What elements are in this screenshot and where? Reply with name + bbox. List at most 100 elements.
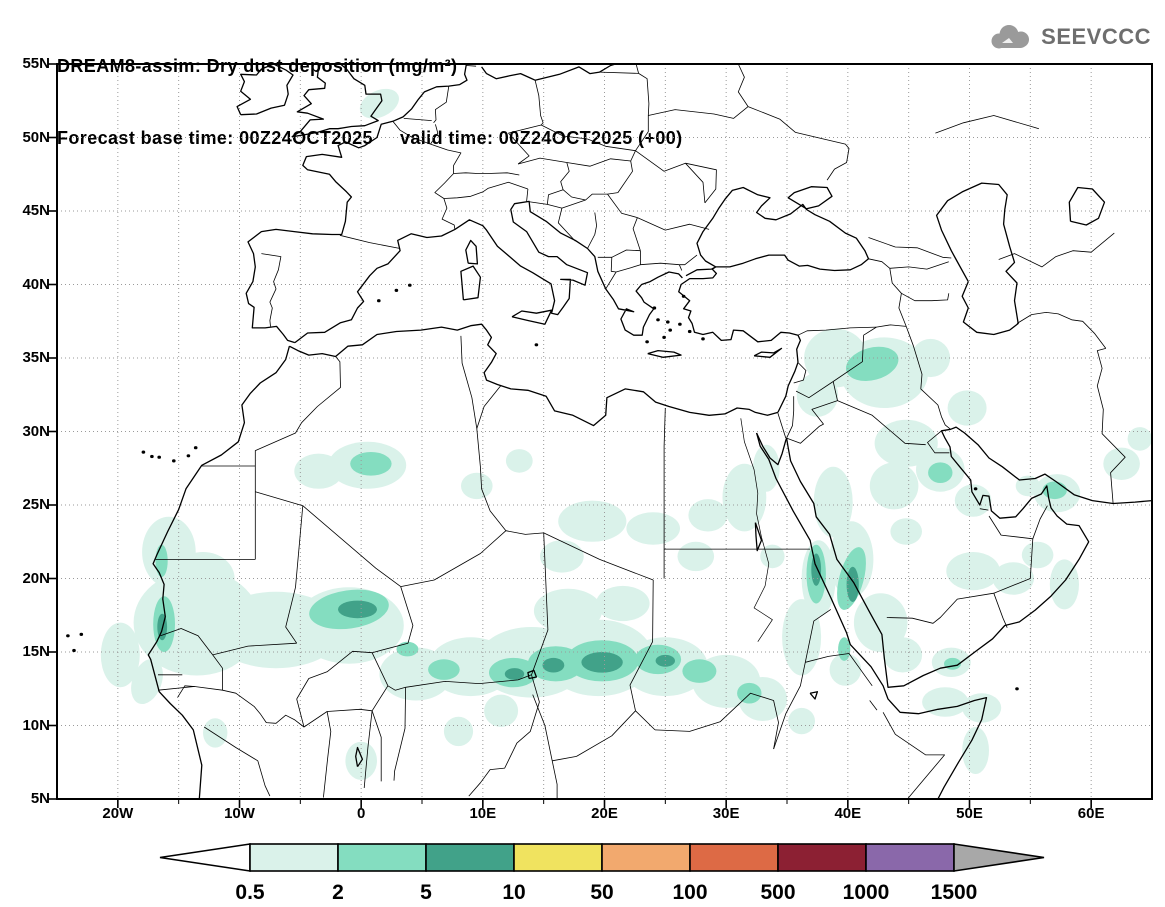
lon-axis-label: 10E [469, 805, 497, 822]
country-border [901, 292, 950, 302]
country-border [587, 212, 597, 249]
island-dot [193, 446, 198, 450]
country-border [679, 254, 698, 266]
coastline [240, 63, 294, 116]
colorbar-segment [337, 843, 427, 872]
coastline [935, 182, 1019, 336]
dust-contour [1049, 559, 1079, 610]
country-border [905, 326, 951, 430]
country-border [587, 138, 636, 152]
coastline [289, 323, 779, 427]
country-border [405, 674, 532, 688]
country-border [998, 232, 1115, 268]
island-dot [666, 320, 670, 324]
country-border [212, 654, 223, 691]
country-border [466, 65, 477, 67]
lon-axis-label: 10W [224, 805, 255, 822]
country-border [837, 400, 926, 446]
dust-contour [396, 641, 419, 657]
seevccc-logo-text: SEEVCCC [1041, 24, 1151, 49]
country-border [832, 381, 838, 401]
country-border [635, 150, 686, 172]
dust-contour [788, 707, 815, 735]
country-border [935, 115, 1040, 134]
dust-contour [845, 346, 899, 382]
country-border [640, 262, 680, 266]
colorbar-segment [425, 843, 515, 872]
country-border [551, 760, 558, 799]
island-dot [662, 335, 666, 339]
dust-contour [737, 682, 762, 704]
country-border [339, 234, 401, 249]
colorbar-label: 500 [760, 881, 795, 904]
lat-axis-label: 15N [22, 643, 50, 660]
country-border [203, 726, 271, 797]
dust-contour [869, 462, 919, 510]
country-border [285, 505, 304, 644]
country-border [177, 685, 195, 698]
country-border [737, 63, 749, 107]
colorbar-segment [601, 843, 691, 872]
dust-contour [540, 540, 584, 573]
dust-contour [947, 390, 987, 426]
map-canvas [48, 63, 1153, 808]
lon-axis-label: 20W [102, 805, 134, 822]
dust-contour [954, 484, 992, 517]
colorbar-label: 2 [332, 881, 344, 904]
dust-contour [928, 462, 953, 484]
dust-contour [131, 658, 163, 705]
country-border [805, 653, 873, 687]
cloud-icon [991, 25, 1030, 49]
country-border [254, 356, 341, 466]
coastline [465, 239, 479, 265]
colorbar-label: 5 [420, 881, 432, 904]
dust-contour [883, 637, 923, 673]
island-dot [973, 487, 978, 491]
country-border [261, 253, 282, 327]
country-border [868, 258, 902, 294]
country-border [786, 396, 795, 439]
colorbar-label: 10 [502, 881, 525, 904]
coastline [787, 186, 833, 210]
country-border [988, 515, 1033, 540]
country-border [460, 335, 478, 429]
river [740, 418, 773, 642]
colorbar-segment [689, 843, 779, 872]
country-border [630, 150, 636, 162]
country-border [434, 173, 454, 199]
country-border [476, 428, 507, 531]
lat-axis-label: 50N [22, 128, 50, 146]
country-border [898, 293, 907, 327]
coastline [785, 426, 1153, 688]
country-border [927, 430, 950, 454]
country-border [637, 217, 710, 231]
dust-contour [946, 552, 1000, 591]
country-border [597, 256, 617, 290]
dust-contour [682, 659, 717, 683]
country-border [632, 217, 641, 251]
dust-contour [428, 659, 460, 680]
colorbar-segment [513, 843, 603, 872]
country-border [607, 193, 638, 218]
country-border [557, 208, 576, 242]
lat-axis-label: 25N [22, 496, 50, 513]
colorbar-label: 1000 [843, 881, 890, 904]
country-border [531, 532, 549, 675]
island-dot [668, 328, 672, 332]
lon-axis-label: 50E [956, 805, 983, 822]
colorbar-segment [865, 843, 955, 872]
coastline [236, 63, 274, 115]
country-border [393, 687, 406, 781]
dust-contour [505, 449, 533, 473]
lat-axis-label: 10N [22, 716, 50, 734]
island-dot [79, 632, 84, 637]
dust-contour [171, 552, 235, 605]
country-border [648, 106, 749, 119]
country-border [786, 400, 838, 444]
country-border [863, 326, 877, 336]
colorbar: 0.5 2 5 10 50 100 500 1000 1500 [159, 843, 1045, 904]
country-border [296, 650, 373, 700]
island-dot [72, 648, 76, 653]
country-border [534, 80, 544, 126]
country-border [160, 628, 214, 656]
